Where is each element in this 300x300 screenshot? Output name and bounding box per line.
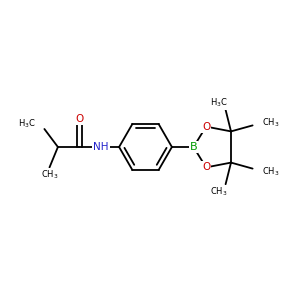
Text: O: O — [202, 122, 210, 132]
Text: B: B — [190, 142, 197, 152]
Text: H$_3$C: H$_3$C — [210, 97, 228, 110]
Text: CH$_3$: CH$_3$ — [262, 116, 279, 129]
Text: CH$_3$: CH$_3$ — [210, 185, 228, 198]
Text: CH$_3$: CH$_3$ — [262, 165, 279, 178]
Text: O: O — [202, 162, 210, 172]
Text: H$_3$C: H$_3$C — [18, 117, 36, 130]
Text: CH$_3$: CH$_3$ — [41, 169, 58, 181]
Text: NH: NH — [93, 142, 109, 152]
Text: O: O — [75, 114, 84, 124]
